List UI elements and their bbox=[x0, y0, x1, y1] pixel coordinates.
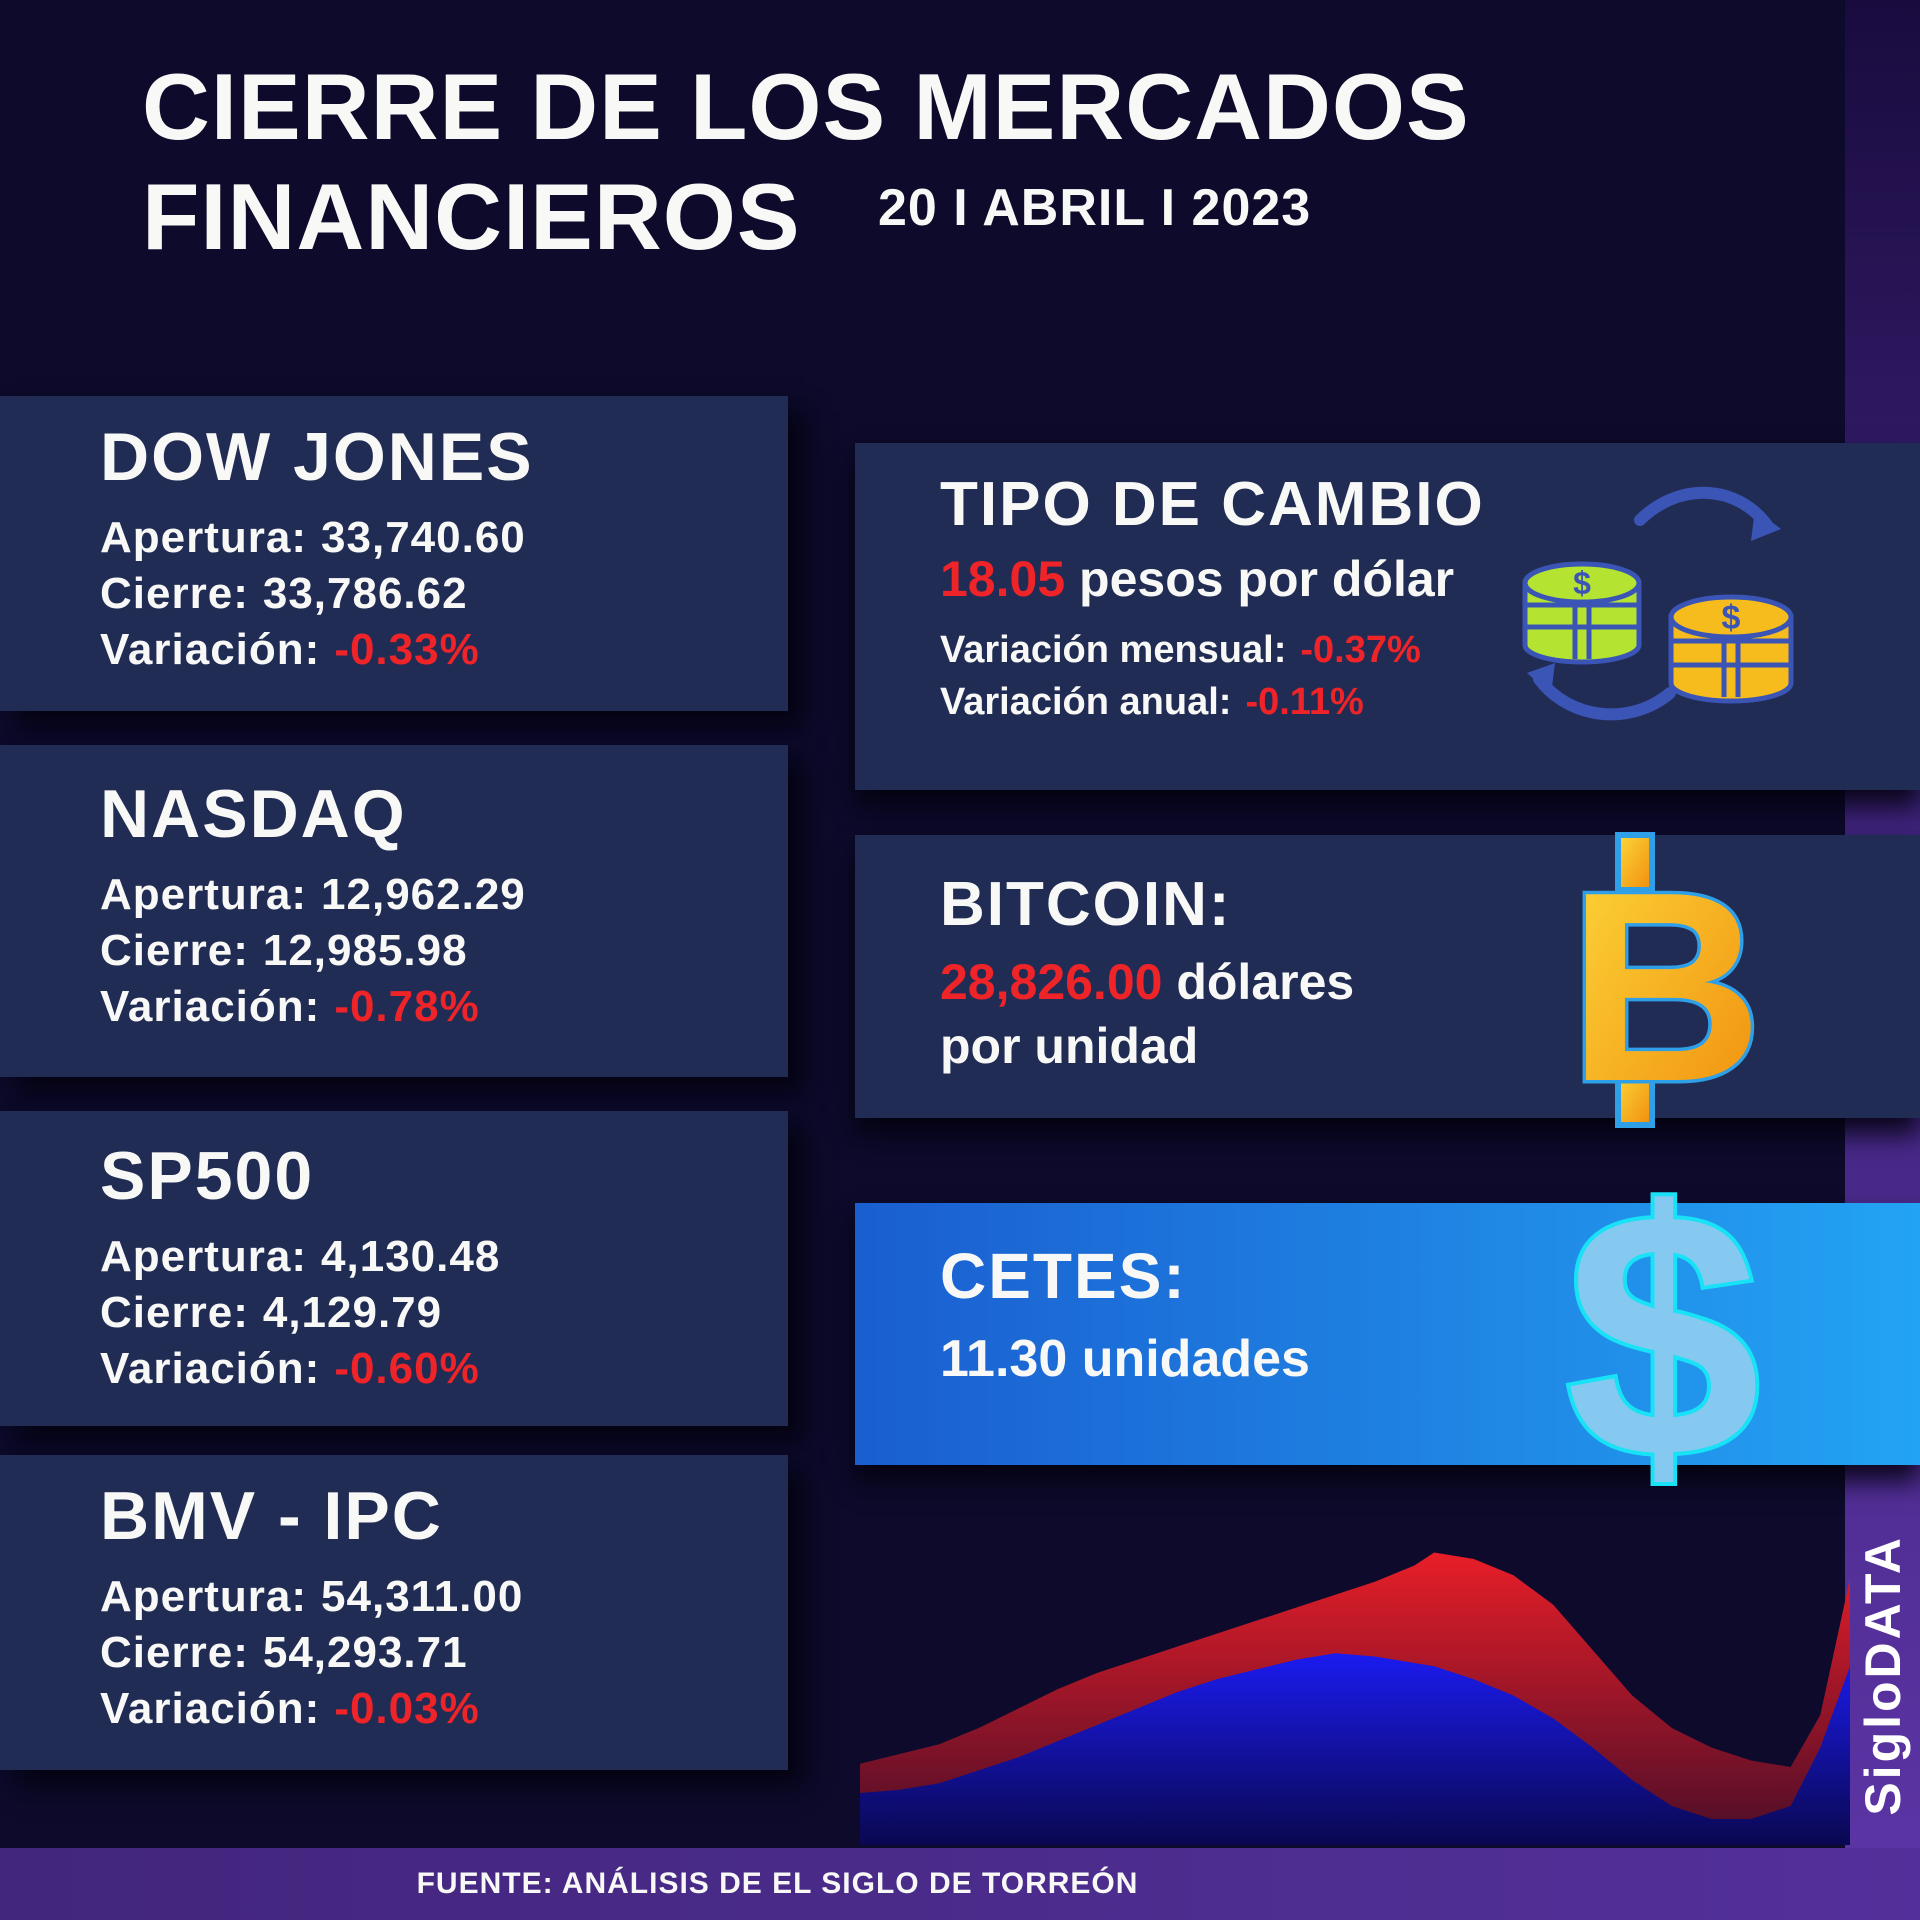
apertura-value: 4,130.48 bbox=[321, 1232, 501, 1281]
gold-coin-stack: $ bbox=[1668, 594, 1794, 704]
apertura-label: Apertura: bbox=[100, 870, 308, 919]
monthly-variation-line: Variación mensual: -0.37% bbox=[940, 624, 1920, 676]
monthly-variation-label: Variación mensual: bbox=[940, 629, 1287, 671]
exchange-rate-suffix: pesos por dólar bbox=[1079, 551, 1455, 607]
top-arrow bbox=[1634, 486, 1781, 541]
variacion-line: Variación: -0.60% bbox=[100, 1341, 788, 1397]
variacion-label: Variación: bbox=[100, 1684, 321, 1733]
cierre-value: 33,786.62 bbox=[262, 569, 468, 618]
cierre-value: 54,293.71 bbox=[262, 1628, 468, 1677]
cierre-label: Cierre: bbox=[100, 1628, 249, 1677]
dollar-sign-icon: $ bbox=[1562, 1136, 1765, 1535]
cierre-value: 4,129.79 bbox=[262, 1288, 443, 1337]
index-title: NASDAQ bbox=[100, 776, 407, 852]
apertura-label: Apertura: bbox=[100, 1232, 308, 1281]
cetes-title: CETES: bbox=[940, 1240, 1187, 1312]
page-title: CIERRE DE LOS MERCADOS FINANCIEROS bbox=[142, 52, 1470, 272]
apertura-line: Apertura: 33,740.60 bbox=[100, 510, 788, 566]
bitcoin-panel: BITCOIN: 28,826.00 dólares por unidad bbox=[855, 835, 1920, 1118]
variacion-line: Variación: -0.78% bbox=[100, 979, 788, 1035]
cetes-value: 11.30 unidades bbox=[940, 1330, 1310, 1388]
apertura-value: 33,740.60 bbox=[321, 513, 526, 562]
cierre-line: Cierre: 54,293.71 bbox=[100, 1625, 788, 1681]
dollar-glyph: $ bbox=[1566, 1140, 1761, 1531]
variacion-label: Variación: bbox=[100, 1344, 321, 1393]
bitcoin-unit-line: por unidad bbox=[940, 1018, 1199, 1074]
bottom-arrow bbox=[1527, 663, 1676, 721]
svg-text:$: $ bbox=[1573, 565, 1591, 601]
apertura-value: 12,962.29 bbox=[321, 870, 526, 919]
exchange-title: TIPO DE CAMBIO bbox=[940, 470, 1485, 539]
dow-jones-panel: DOW JONES Apertura: 33,740.60 Cierre: 33,7… bbox=[0, 396, 788, 711]
exchange-rate-line: 18.05 pesos por dólar bbox=[940, 550, 1920, 608]
source-text: FUENTE: ANÁLISIS DE EL SIGLO DE TORREÓN bbox=[416, 1867, 1139, 1900]
bitcoin-icon: B bbox=[1565, 832, 1767, 1142]
cierre-line: Cierre: 12,985.98 bbox=[100, 923, 788, 979]
brand-vertical-box: SigloDATA bbox=[1845, 1505, 1920, 1845]
cierre-line: Cierre: 33,786.62 bbox=[100, 566, 788, 622]
variacion-value: -0.78% bbox=[334, 982, 480, 1031]
currency-exchange-icon: $ $ bbox=[1522, 486, 1794, 721]
bitcoin-price-line: 28,826.00 dólares bbox=[940, 950, 1920, 1014]
cierre-value: 12,985.98 bbox=[262, 926, 468, 975]
cierre-label: Cierre: bbox=[100, 926, 249, 975]
bmv-ipc-panel: BMV - IPC Apertura: 54,311.00 Cierre: 54,2… bbox=[0, 1455, 788, 1770]
variacion-line: Variación: -0.33% bbox=[100, 622, 788, 678]
cetes-panel: CETES: 11.30 unidades bbox=[855, 1203, 1920, 1465]
green-coin-stack: $ bbox=[1522, 561, 1642, 665]
page-title-line2: FINANCIEROS bbox=[142, 164, 801, 269]
apertura-label: Apertura: bbox=[100, 513, 308, 562]
apertura-value: 54,311.00 bbox=[321, 1572, 524, 1621]
annual-variation-line: Variación anual: -0.11% bbox=[940, 676, 1920, 728]
bitcoin-bottom-prong bbox=[1615, 1067, 1655, 1128]
variacion-label: Variación: bbox=[100, 982, 321, 1031]
index-title: SP500 bbox=[100, 1138, 315, 1214]
svg-text:$: $ bbox=[1722, 599, 1741, 637]
nasdaq-panel: NASDAQ Apertura: 12,962.29 Cierre: 12,985.… bbox=[0, 745, 788, 1077]
cierre-label: Cierre: bbox=[100, 569, 249, 618]
variacion-value: -0.03% bbox=[334, 1684, 480, 1733]
footer-bar: FUENTE: ANÁLISIS DE EL SIGLO DE TORREÓN bbox=[0, 1848, 1920, 1920]
monthly-variation-value: -0.37% bbox=[1300, 629, 1421, 671]
bitcoin-price-suffix: dólares bbox=[1176, 954, 1355, 1010]
cierre-line: Cierre: 4,129.79 bbox=[100, 1285, 788, 1341]
apertura-line: Apertura: 54,311.00 bbox=[100, 1569, 788, 1625]
page-title-line1: CIERRE DE LOS MERCADOS bbox=[142, 54, 1470, 159]
annual-variation-label: Variación anual: bbox=[940, 681, 1232, 723]
apertura-line: Apertura: 4,130.48 bbox=[100, 1229, 788, 1285]
brand-vertical-label: SigloDATA bbox=[1854, 1534, 1911, 1816]
cierre-label: Cierre: bbox=[100, 1288, 249, 1337]
bitcoin-price-value: 28,826.00 bbox=[940, 954, 1163, 1010]
variacion-label: Variación: bbox=[100, 625, 321, 674]
apertura-label: Apertura: bbox=[100, 1572, 308, 1621]
blue-series-area bbox=[860, 1653, 1850, 1845]
bitcoin-top-prong bbox=[1615, 832, 1655, 893]
bitcoin-b-glyph: B bbox=[1568, 837, 1763, 1138]
bitcoin-title: BITCOIN: bbox=[940, 870, 1232, 939]
index-title: DOW JONES bbox=[100, 419, 534, 495]
annual-variation-value: -0.11% bbox=[1245, 681, 1364, 723]
report-date: 20 I ABRIL I 2023 bbox=[878, 179, 1312, 237]
market-trend-area-chart bbox=[860, 1552, 1850, 1845]
index-title: BMV - IPC bbox=[100, 1478, 443, 1554]
apertura-line: Apertura: 12,962.29 bbox=[100, 867, 788, 923]
variacion-line: Variación: -0.03% bbox=[100, 1681, 788, 1737]
variacion-value: -0.33% bbox=[334, 625, 480, 674]
variacion-value: -0.60% bbox=[334, 1344, 480, 1393]
exchange-rate-value: 18.05 bbox=[940, 551, 1066, 607]
sp500-panel: SP500 Apertura: 4,130.48 Cierre: 4,129.79 … bbox=[0, 1111, 788, 1426]
